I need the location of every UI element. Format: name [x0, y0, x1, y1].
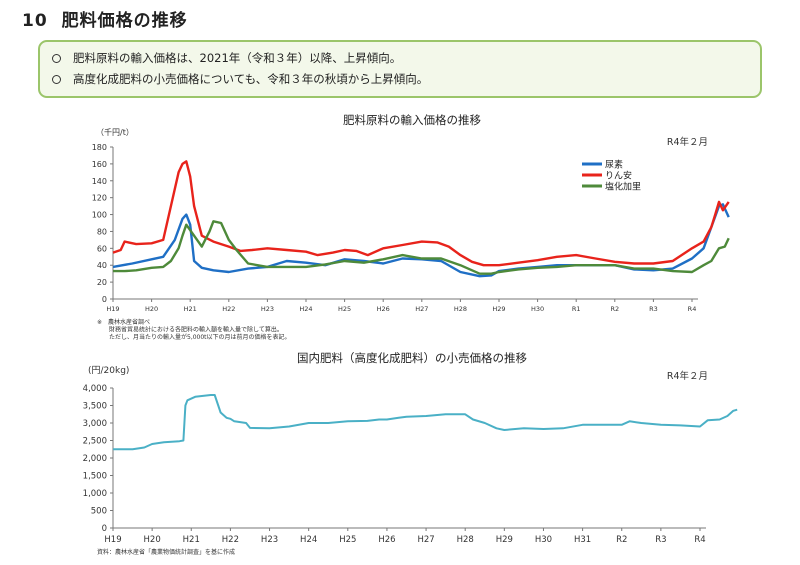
- series-line-retail-price: [113, 394, 738, 451]
- x-tick-label: H30: [531, 305, 544, 313]
- x-tick-label: H28: [454, 305, 467, 313]
- chart-note: 資料：農林水産省「農業物価統計調査」を基に作成: [97, 548, 235, 556]
- legend-entry: 尿素: [605, 159, 623, 171]
- chart-title: 国内肥料（高度化成肥料）の小売価格の推移: [297, 351, 527, 365]
- x-tick-label: H23: [261, 535, 278, 545]
- x-tick-label: H27: [415, 305, 428, 313]
- y-axis-unit-label: （千円/t）: [96, 127, 134, 137]
- x-tick-label: H21: [184, 305, 197, 313]
- x-tick-label: H23: [261, 305, 274, 313]
- chart-note: ※ 農林水産省調べ: [97, 318, 150, 326]
- circle-bullet-icon: [52, 54, 61, 63]
- x-tick-label: H24: [300, 535, 317, 545]
- summary-item: 高度化成肥料の小売価格についても、令和３年の秋頃から上昇傾向。: [52, 69, 748, 90]
- x-tick-label: R1: [572, 305, 581, 313]
- x-tick-label: H19: [104, 535, 121, 545]
- import-price-chart: 肥料原料の輸入価格の推移 （千円/t） R4年２月 0 20 40 60 80 100 120 14…: [92, 113, 730, 341]
- y-tick-label: 120: [92, 194, 107, 203]
- x-tick-label: H26: [377, 305, 390, 313]
- retail-price-chart: 国内肥料（高度化成肥料）の小売価格の推移 (円/20kg) R4年２月 0 500 1,0…: [83, 351, 738, 556]
- y-tick-label: 1,000: [83, 489, 107, 499]
- legend-entry: りん安: [605, 170, 632, 182]
- x-tick-label: H26: [378, 535, 395, 545]
- x-tick-label: R2: [610, 305, 619, 313]
- x-tick-label: R3: [649, 305, 658, 313]
- y-tick-label: 40: [97, 261, 107, 270]
- y-tick-label: 0: [102, 524, 107, 534]
- date-label: R4年２月: [667, 370, 708, 382]
- y-tick-label: 0: [102, 295, 107, 304]
- series-line-塩化加里: [113, 220, 730, 275]
- chart-note: 財務省貿易統計における各肥料の輸入額を輸入量で除して算出。: [109, 326, 283, 334]
- x-tick-label: H20: [145, 305, 158, 313]
- x-tick-label: H22: [222, 535, 239, 545]
- x-tick-label: H30: [535, 535, 552, 545]
- chart-title: 肥料原料の輸入価格の推移: [343, 113, 481, 127]
- x-tick-label: H28: [457, 535, 474, 545]
- summary-item: 肥料原料の輸入価格は、2021年（令和３年）以降、上昇傾向。: [52, 48, 748, 69]
- section-number: 10: [22, 11, 48, 31]
- x-tick-label: H25: [338, 305, 351, 313]
- circle-bullet-icon: [52, 75, 61, 84]
- x-tick-label: H31: [574, 535, 591, 545]
- y-tick-label: 500: [91, 507, 107, 517]
- x-tick-label: R4: [694, 535, 705, 545]
- x-tick-label: H20: [144, 535, 161, 545]
- chart-note: ただし、月当たりの輸入量が5,000t以下の月は前月の価格を表記。: [109, 333, 291, 341]
- section-heading: 10 肥料価格の推移: [22, 6, 188, 31]
- x-tick-label: H19: [106, 305, 119, 313]
- y-tick-label: 80: [97, 227, 107, 236]
- x-tick-label: H21: [183, 535, 200, 545]
- x-tick-label: R2: [616, 535, 627, 545]
- y-tick-label: 20: [97, 278, 107, 287]
- y-tick-label: 100: [92, 211, 107, 220]
- x-tick-label: R4: [688, 305, 697, 313]
- x-tick-label: H22: [222, 305, 235, 313]
- x-tick-label: H29: [492, 305, 505, 313]
- date-label: R4年２月: [667, 136, 708, 148]
- summary-box: 肥料原料の輸入価格は、2021年（令和３年）以降、上昇傾向。 高度化成肥料の小売…: [38, 40, 762, 98]
- y-tick-label: 140: [92, 177, 107, 186]
- x-tick-label: H25: [339, 535, 356, 545]
- y-tick-label: 60: [97, 244, 107, 253]
- y-tick-label: 2,500: [83, 437, 107, 447]
- x-tick-label: H29: [496, 535, 513, 545]
- y-tick-label: 160: [92, 160, 107, 169]
- y-tick-label: 3,000: [83, 419, 107, 429]
- x-tick-label: H27: [417, 535, 434, 545]
- series-line-りん安: [112, 160, 730, 267]
- y-axis-unit-label: (円/20kg): [88, 365, 129, 376]
- legend-entry: 塩化加里: [605, 181, 641, 193]
- x-tick-label: H24: [299, 305, 312, 313]
- y-tick-label: 4,000: [83, 384, 107, 394]
- x-tick-label: R3: [655, 535, 666, 545]
- y-tick-label: 1,500: [83, 472, 107, 482]
- y-tick-label: 180: [92, 143, 107, 152]
- section-title: 肥料価格の推移: [61, 11, 188, 31]
- y-tick-label: 2,000: [83, 454, 107, 464]
- y-tick-label: 3,500: [83, 402, 107, 412]
